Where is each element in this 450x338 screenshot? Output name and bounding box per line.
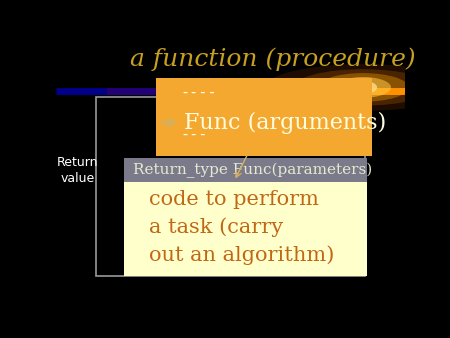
Text: code to perform
a task (carry
out an algorithm): code to perform a task (carry out an alg… — [148, 190, 334, 265]
Bar — [156, 78, 372, 156]
Ellipse shape — [357, 83, 369, 91]
Ellipse shape — [266, 64, 450, 111]
Bar — [124, 183, 367, 276]
Ellipse shape — [335, 77, 391, 98]
Text: ---: --- — [180, 127, 207, 142]
Ellipse shape — [293, 69, 433, 106]
Text: Return_type Func(parameters): Return_type Func(parameters) — [133, 162, 372, 178]
Ellipse shape — [318, 73, 409, 102]
Text: Func (arguments): Func (arguments) — [184, 112, 386, 134]
Text: ----: ---- — [180, 85, 216, 100]
Ellipse shape — [349, 81, 377, 94]
Bar — [96, 97, 365, 276]
Bar — [124, 158, 367, 183]
Text: a function (procedure): a function (procedure) — [130, 47, 415, 71]
Text: Return
value: Return value — [57, 156, 99, 185]
